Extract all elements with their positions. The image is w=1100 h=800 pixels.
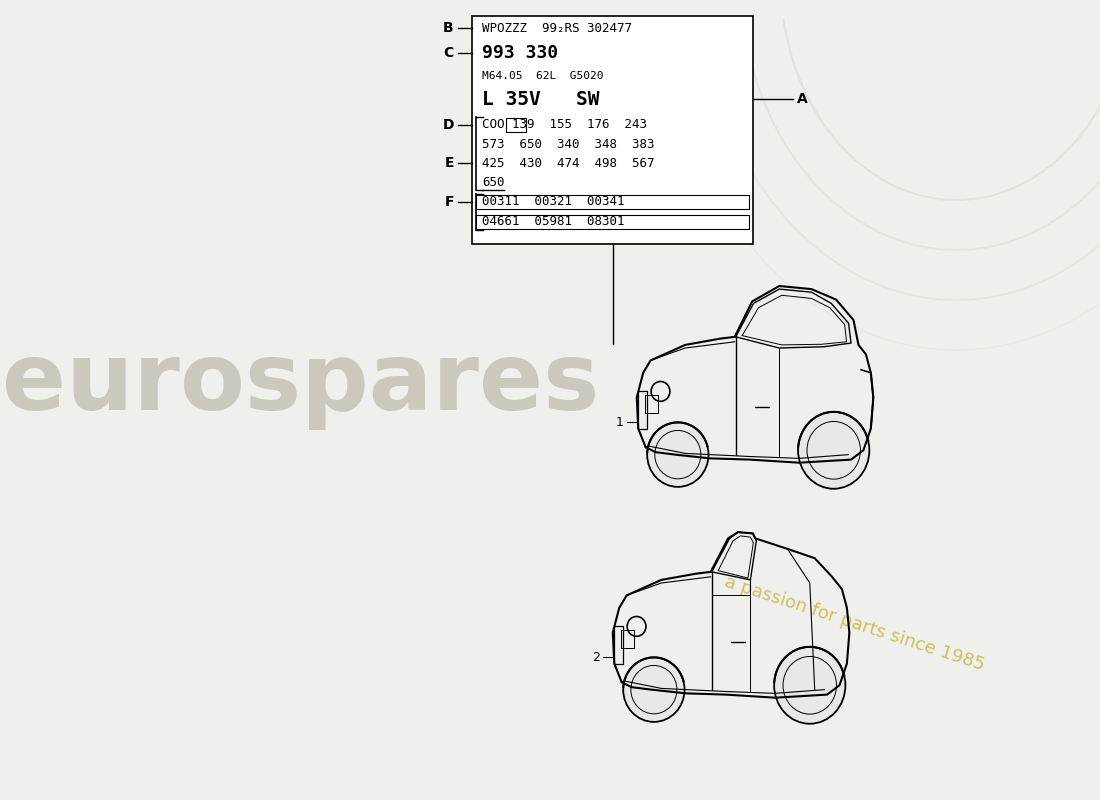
Text: 425  430  474  498  567: 425 430 474 498 567 [482, 157, 654, 170]
Ellipse shape [799, 412, 869, 489]
Ellipse shape [647, 422, 708, 487]
Ellipse shape [774, 647, 846, 724]
Text: A: A [798, 92, 807, 106]
Text: C: C [443, 46, 454, 60]
Bar [506, 118, 526, 132]
Text: 650: 650 [482, 176, 504, 189]
Bar [472, 16, 754, 244]
Text: COO 139  155  176  243: COO 139 155 176 243 [482, 118, 647, 131]
Text: 993 330: 993 330 [482, 44, 558, 62]
Text: 2: 2 [592, 651, 600, 664]
Text: L 35V   SW: L 35V SW [482, 90, 600, 109]
Text: a passion for parts since 1985: a passion for parts since 1985 [722, 574, 987, 674]
Text: WPOZZZ  99₂RS 302477: WPOZZZ 99₂RS 302477 [482, 22, 631, 34]
Bar [476, 194, 749, 209]
Text: 1: 1 [616, 416, 624, 429]
Text: 04661  05981  08301: 04661 05981 08301 [482, 215, 625, 228]
Text: eurospares: eurospares [2, 338, 600, 430]
Text: B: B [443, 21, 454, 35]
Text: 00311  00321  00341: 00311 00321 00341 [482, 195, 625, 208]
Bar [476, 214, 749, 229]
Text: E: E [444, 156, 454, 170]
Text: 573  650  340  348  383: 573 650 340 348 383 [482, 138, 654, 150]
Text: D: D [442, 118, 454, 132]
Text: M64.05  62L  G5020: M64.05 62L G5020 [482, 71, 603, 81]
Ellipse shape [624, 658, 684, 722]
Text: F: F [444, 194, 454, 209]
